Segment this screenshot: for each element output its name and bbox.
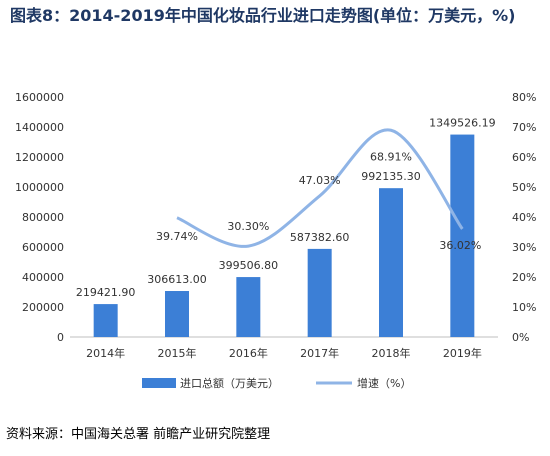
bar-value-label: 306613.00: [147, 273, 207, 286]
y-left-tick-label: 800000: [22, 211, 64, 224]
bar: [307, 248, 332, 337]
legend-line-label: 增速（%）: [357, 376, 411, 390]
growth-value-label: 68.91%: [370, 150, 412, 163]
legend: 进口总额（万美元） 增速（%）: [142, 376, 411, 390]
bar-value-label: 219421.90: [76, 286, 136, 299]
growth-labels: 39.74% 30.30% 47.03% 68.91% 36.02%: [156, 150, 481, 252]
chart-title: 图表8：2014-2019年中国化妆品行业进口走势图(单位：万美元，%): [10, 6, 516, 25]
y-left-tick-label: 0: [57, 331, 64, 344]
x-tick-label: 2016年: [229, 346, 268, 360]
bar: [379, 188, 403, 337]
x-tick-label: 2014年: [86, 346, 125, 360]
y-right-tick-label: 10%: [512, 301, 536, 314]
legend-bar-swatch: [142, 378, 176, 388]
y-right-tick-label: 30%: [512, 241, 536, 254]
y-right-tick-label: 0%: [512, 331, 529, 344]
source-note: 资料来源：中国海关总署 前瞻产业研究院整理: [6, 427, 271, 442]
bar-value-label: 992135.30: [361, 170, 421, 183]
axes: 0 200000 400000 600000 800000 1000000 1200000 1…: [15, 91, 536, 360]
bar-value-label: 587382.60: [290, 231, 350, 244]
bars: [93, 134, 475, 337]
y-left-tick-label: 1400000: [15, 121, 64, 134]
y-right-tick-label: 40%: [512, 211, 536, 224]
bar: [450, 134, 475, 337]
growth-value-label: 36.02%: [439, 239, 481, 252]
x-tick-label: 2017年: [300, 346, 339, 360]
bar-value-label: 399506.80: [219, 259, 279, 272]
y-left-tick-label: 600000: [22, 241, 64, 254]
y-right-tick-label: 70%: [512, 121, 536, 134]
bar-labels: 219421.90 306613.00 399506.80 587382.60 9921…: [76, 117, 496, 300]
y-left-tick-label: 400000: [22, 271, 64, 284]
x-tick-label: 2018年: [372, 346, 411, 360]
x-tick-label: 2019年: [443, 346, 482, 360]
bar-value-label: 1349526.19: [429, 117, 495, 130]
growth-series-line: [176, 128, 464, 248]
growth-value-label: 30.30%: [227, 220, 269, 233]
x-tick-label: 2015年: [158, 346, 197, 360]
bar: [93, 304, 118, 337]
y-right-tick-label: 80%: [512, 91, 536, 104]
y-right-tick-label: 50%: [512, 181, 536, 194]
y-left-tick-label: 1000000: [15, 181, 64, 194]
y-right-tick-label: 20%: [512, 271, 536, 284]
bar: [236, 277, 261, 337]
y-right-tick-label: 60%: [512, 151, 536, 164]
growth-value-label: 47.03%: [299, 174, 341, 187]
legend-bar-label: 进口总额（万美元）: [180, 376, 279, 390]
y-left-tick-label: 200000: [22, 301, 64, 314]
growth-value-label: 39.74%: [156, 230, 198, 243]
bar: [165, 291, 189, 337]
y-left-tick-label: 1600000: [15, 91, 64, 104]
y-left-tick-label: 1200000: [15, 151, 64, 164]
growth-line: [176, 128, 464, 248]
